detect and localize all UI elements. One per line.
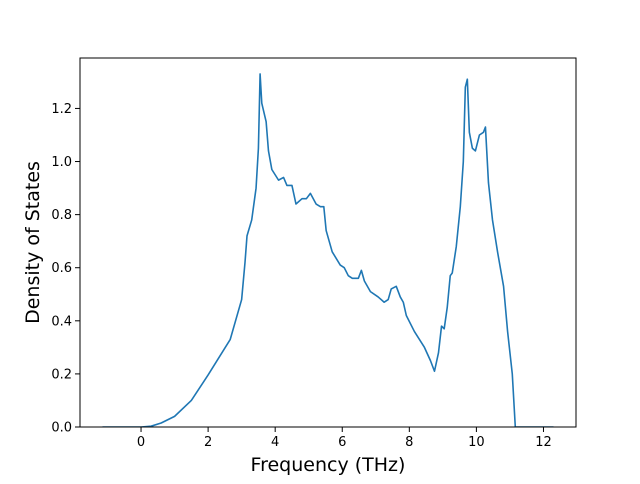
x-tick-label: 2 <box>204 435 212 450</box>
y-tick-label: 1.2 <box>51 102 72 117</box>
y-tick-label: 0.2 <box>51 367 72 382</box>
line <box>102 73 554 427</box>
x-axis-label: Frequency (THz) <box>251 454 406 476</box>
x-tick-label: 0 <box>137 435 145 450</box>
x-tick-label: 12 <box>535 435 552 450</box>
x-tick-label: 8 <box>405 435 413 450</box>
x-tick-label: 6 <box>338 435 346 450</box>
plot-frame <box>79 57 577 428</box>
y-axis-label: Density of States <box>22 161 44 324</box>
y-tick-label: 1.0 <box>51 155 72 170</box>
x-tick-label: 10 <box>468 435 485 450</box>
y-tick-label: 0.6 <box>51 261 72 276</box>
y-tick-label: 0.0 <box>51 421 72 436</box>
y-tick-label: 0.8 <box>51 208 72 223</box>
x-tick-label: 4 <box>271 435 279 450</box>
y-tick-label: 0.4 <box>51 314 72 329</box>
